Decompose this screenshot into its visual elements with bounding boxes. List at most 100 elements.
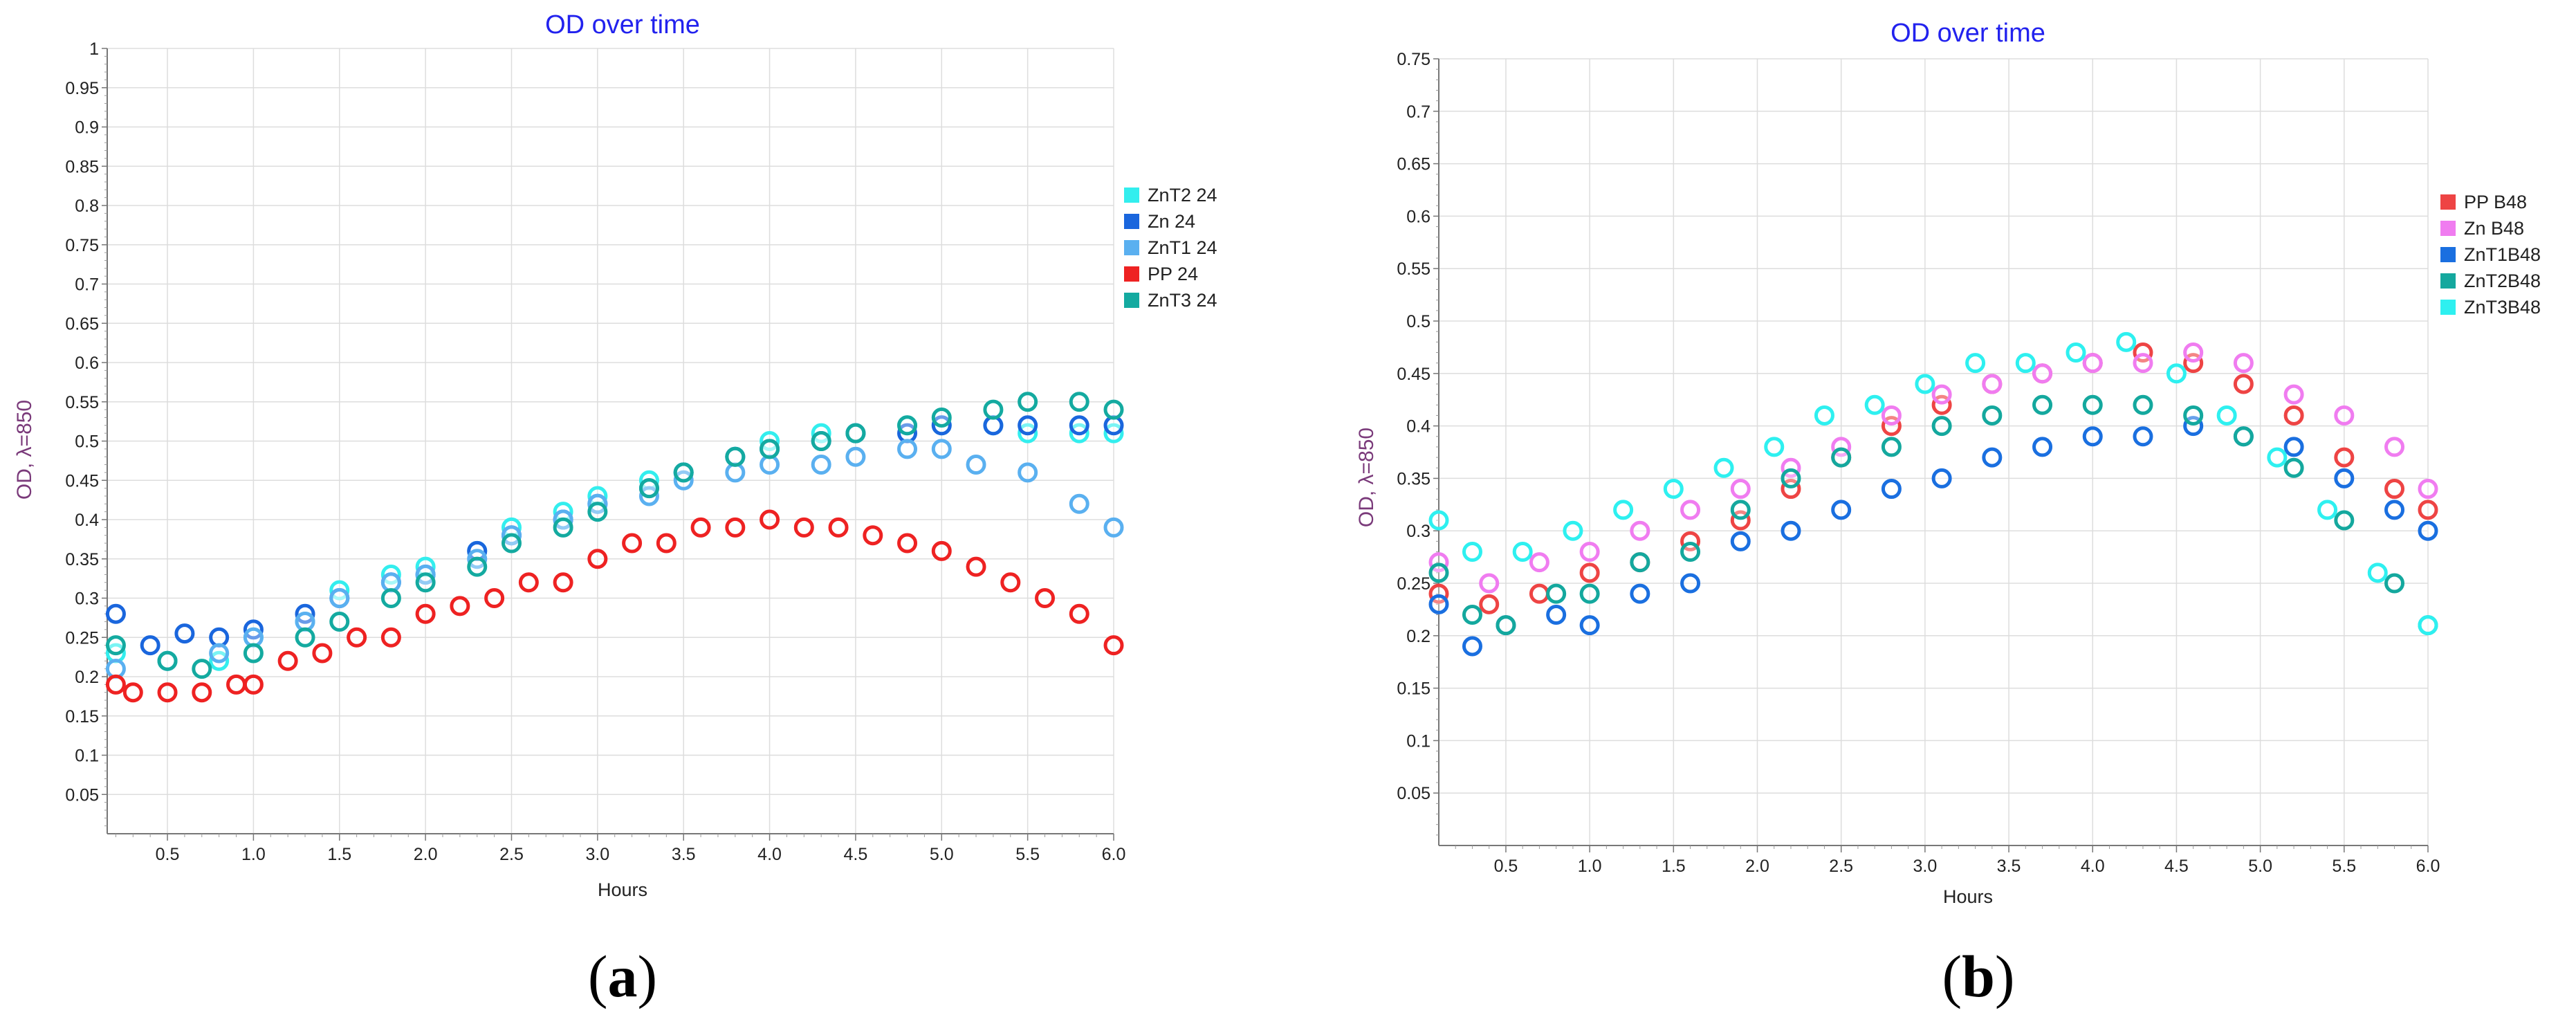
chart-a-ylabel: OD, λ=850	[13, 400, 36, 500]
chart-b-data-point	[2082, 353, 2103, 374]
chart-b-data-point	[1630, 520, 1650, 541]
chart-a-data-point	[760, 439, 780, 459]
chart-a-grid	[107, 48, 1114, 834]
chart-b-data-point	[1529, 583, 1549, 604]
chart-a-x-tick-label: 4.0	[757, 845, 782, 864]
chart-b-data-point	[2334, 510, 2355, 531]
chart-b-data-point	[2233, 353, 2254, 374]
chart-b-y-tick-label: 0.25	[1397, 574, 1430, 594]
chart-a-y-tick-label: 0.15	[65, 707, 99, 726]
chart-a-x-ticks: 0.5 1.0 1.5 2.0 2.5 3.0 3.5 4.0 4.5 5.0 5.5 6.0	[115, 834, 1125, 864]
chart-b-data-point	[2334, 405, 2355, 426]
chart-a-data-point	[690, 517, 711, 538]
chart-a-data-point	[1069, 493, 1089, 514]
chart-a-data-point	[380, 627, 401, 648]
chart-a-data-point	[1018, 392, 1038, 412]
chart-a-y-ticks: 0.05 0.1 0.15 0.2 0.25 0.3 0.35 0.4 0.45 0.5 0.55 0…	[65, 39, 107, 827]
chart-b-data-point	[1881, 479, 1902, 500]
chart-b-grid	[1439, 58, 2429, 845]
chart-b-data-point	[1864, 394, 1885, 415]
chart-a-data-point	[897, 439, 918, 459]
chart-a-data-point	[312, 643, 333, 664]
chart-b-data-point	[1730, 531, 1751, 551]
chart-a-y-tick-label: 0.95	[65, 79, 99, 98]
chart-b-data-point	[1680, 573, 1701, 594]
chart-a-data-point	[931, 407, 952, 428]
chart-b-x-tick-label: 4.5	[2164, 857, 2189, 876]
chart-a-series-2	[105, 439, 1124, 679]
chart-b-data-point	[2066, 342, 2086, 363]
chart-b-x-tick-label: 1.5	[1662, 857, 1686, 876]
chart-a-data-point	[329, 588, 350, 608]
chart-b-data-point	[1931, 384, 1952, 405]
chart-b-data-point	[1713, 457, 1734, 478]
chart-a-data-point	[243, 674, 264, 695]
chart-a-x-tick-label: 4.5	[844, 845, 868, 864]
chart-a-series-3	[105, 509, 1124, 703]
chart-a-data-point	[174, 623, 195, 644]
chart-b-data-point	[2384, 437, 2405, 457]
chart-b-x-tick-label: 3.0	[1913, 857, 1937, 876]
chart-b-y-tick-label: 0.45	[1397, 365, 1430, 384]
chart-b-x-tick-label: 3.5	[1997, 857, 2021, 876]
chart-a-data-point	[638, 478, 659, 499]
chart-b-ylabel: OD, λ=850	[1355, 428, 1378, 527]
chart-b-data-point	[2133, 353, 2153, 374]
chart-a-legend-swatch	[1124, 214, 1139, 229]
chart-b-y-tick-label: 0.55	[1397, 259, 1430, 279]
chart-a-data-point	[484, 588, 505, 608]
chart-a-data-point	[226, 674, 247, 695]
chart-a-data-point	[983, 399, 1004, 420]
chart-a-x-tick-label: 1.0	[241, 845, 266, 864]
chart-b-legend-swatch	[2440, 194, 2456, 210]
chart-a-legend-swatch	[1124, 240, 1139, 255]
chart-b-data-point	[1730, 500, 1751, 520]
chart-b-data-point	[2367, 563, 2388, 583]
chart-b-data-point	[2384, 573, 2405, 594]
chart-b-data-point	[2283, 457, 2304, 478]
chart-a-data-point	[415, 572, 436, 593]
chart-b-data-point	[1781, 468, 1801, 488]
chart-b-data-point	[1965, 353, 1986, 374]
chart-b-y-tick-label: 0.35	[1397, 469, 1430, 488]
chart-b-data-point	[2283, 437, 2304, 457]
chart-a-data-point	[467, 556, 488, 577]
chart-a-y-tick-label: 0.1	[75, 747, 99, 766]
chart-b-y-tick-label: 0.4	[1406, 417, 1430, 437]
chart-panel-b: OD over time OD, λ=850 Hours 0.5 1.0 1.5 2.…	[1355, 19, 2541, 907]
panel-a-caption: (a)	[588, 943, 657, 1009]
chart-b-y-tick-label: 0.65	[1397, 155, 1430, 174]
chart-a-legend-label: ZnT2 24	[1148, 185, 1217, 205]
chart-a-data-point	[347, 627, 367, 648]
chart-a-legend-swatch	[1124, 293, 1139, 308]
chart-a-x-tick-label: 5.5	[1015, 845, 1040, 864]
chart-b-data-point	[1915, 374, 1935, 394]
chart-b-y-tick-label: 0.75	[1397, 50, 1430, 69]
chart-a-y-tick-label: 0.25	[65, 628, 99, 648]
chart-a-data-point	[897, 533, 918, 554]
chart-a-x-tick-label: 0.5	[156, 845, 180, 864]
chart-a-data-point	[157, 650, 178, 671]
chart-b-data-point	[1479, 594, 1500, 614]
chart-a-y-tick-label: 0.35	[65, 550, 99, 569]
chart-b-data-point	[1546, 604, 1567, 625]
chart-b-y-tick-label: 0.3	[1406, 522, 1430, 541]
chart-b-data-point	[2233, 426, 2254, 447]
chart-b-y-tick-label: 0.5	[1406, 312, 1430, 331]
chart-a-xlabel: Hours	[598, 879, 647, 900]
chart-b-x-tick-label: 0.5	[1494, 857, 1518, 876]
chart-b-data-point	[1881, 405, 1902, 426]
chart-a-data-point	[673, 462, 694, 483]
chart-b-data-point	[1781, 520, 1801, 541]
chart-a-data-point	[553, 517, 573, 538]
chart-a-legend-label: Zn 24	[1148, 211, 1195, 232]
chart-a-y-tick-label: 0.65	[65, 314, 99, 333]
chart-a-legend-swatch	[1124, 188, 1139, 203]
chart-b-y-tick-label: 0.6	[1406, 207, 1430, 226]
chart-b-data-point	[1680, 500, 1701, 520]
chart-b-title: OD over time	[1890, 19, 2045, 48]
chart-b-data-point	[1428, 563, 1449, 583]
chart-b-data-point	[1982, 447, 2003, 468]
chart-b-y-ticks: 0.05 0.1 0.15 0.2 0.25 0.3 0.35 0.4 0.45 0.5 0.55 0…	[1397, 50, 1439, 836]
chart-a-data-point	[811, 431, 831, 451]
